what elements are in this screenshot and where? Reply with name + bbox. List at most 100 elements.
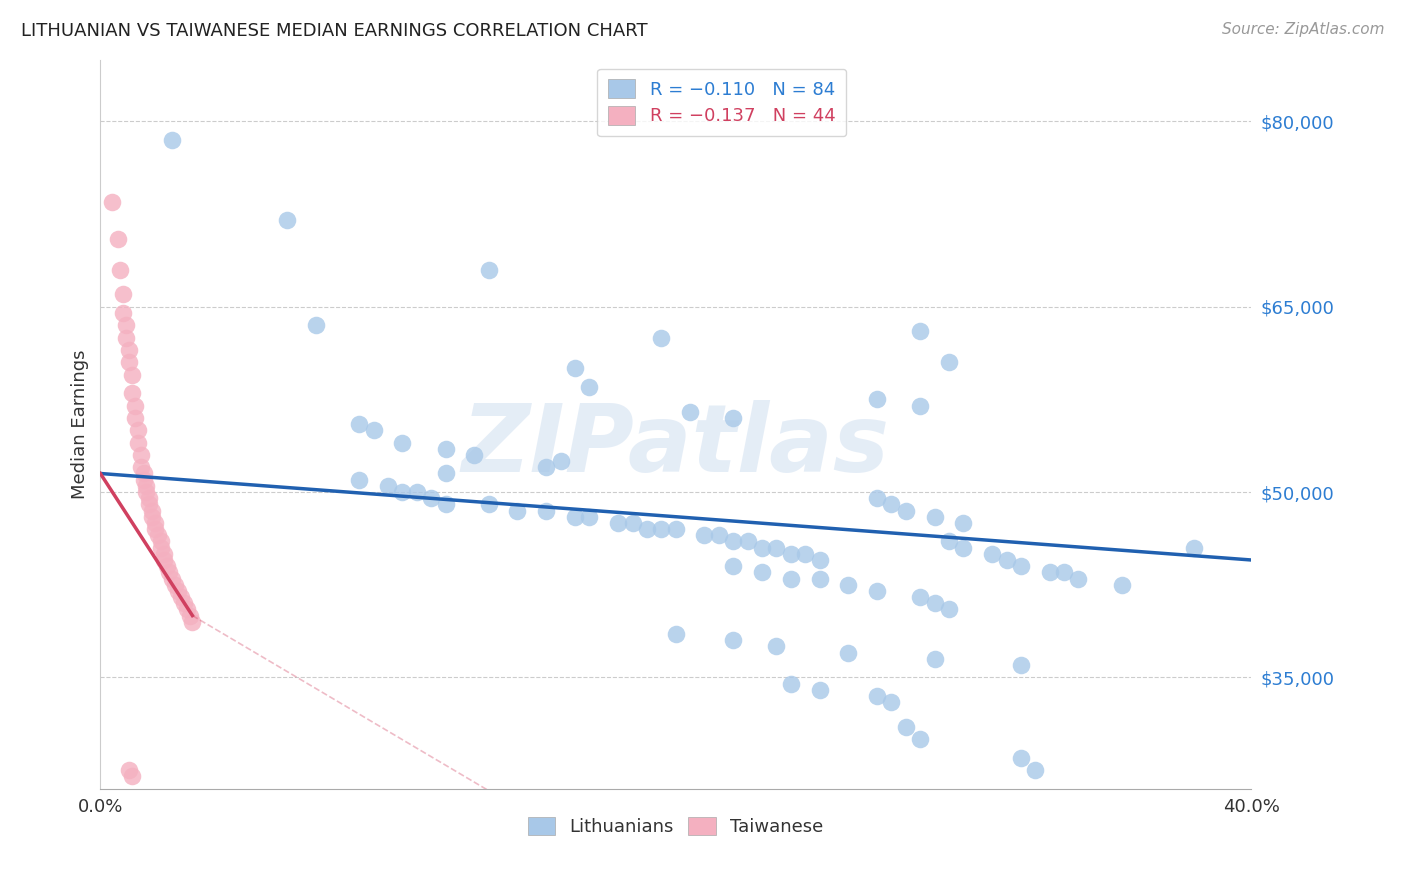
Point [650,522,672,536]
Point [924,596,946,610]
Point [152,547,174,561]
Point [152,553,174,567]
Point [665,522,688,536]
Y-axis label: Median Earnings: Median Earnings [72,350,89,499]
Point [391,485,413,500]
Point [179,608,201,623]
Point [866,583,889,598]
Point [132,467,155,481]
Point [118,343,141,357]
Point [434,497,457,511]
Point [1067,572,1090,586]
Text: Source: ZipAtlas.com: Source: ZipAtlas.com [1222,22,1385,37]
Legend: Lithuanians, Taiwanese: Lithuanians, Taiwanese [519,807,832,845]
Point [837,577,859,591]
Point [837,646,859,660]
Point [146,528,169,542]
Point [981,547,1004,561]
Point [880,695,903,709]
Point [924,509,946,524]
Text: ZIPatlas: ZIPatlas [461,400,890,491]
Point [721,410,744,425]
Point [276,213,298,227]
Point [751,541,773,555]
Point [391,435,413,450]
Point [138,497,160,511]
Point [101,194,124,209]
Point [938,534,960,549]
Point [1111,577,1133,591]
Point [132,473,155,487]
Point [162,572,184,586]
Point [536,503,558,517]
Point [621,516,644,530]
Point [143,516,166,530]
Point [434,442,457,456]
Point [377,479,399,493]
Point [305,318,328,333]
Point [141,509,163,524]
Point [894,503,917,517]
Point [506,503,529,517]
Point [794,547,817,561]
Point [141,503,163,517]
Point [1010,750,1032,764]
Point [995,553,1018,567]
Point [1039,566,1062,580]
Point [578,380,600,394]
Point [679,405,702,419]
Point [118,763,141,777]
Point [1053,566,1076,580]
Point [765,541,787,555]
Point [808,553,831,567]
Point [124,410,146,425]
Point [707,528,730,542]
Point [808,572,831,586]
Point [880,497,903,511]
Point [765,640,787,654]
Point [176,602,198,616]
Point [463,448,485,462]
Point [737,534,759,549]
Point [908,732,931,747]
Point [721,534,744,549]
Point [434,467,457,481]
Point [118,355,141,369]
Point [1010,559,1032,574]
Point [167,583,190,598]
Point [127,423,149,437]
Point [751,566,773,580]
Point [908,325,931,339]
Point [721,559,744,574]
Point [121,769,143,783]
Point [138,491,160,506]
Point [952,541,974,555]
Point [115,330,138,344]
Point [143,522,166,536]
Point [405,485,427,500]
Point [115,318,138,333]
Point [135,485,157,500]
Point [550,454,572,468]
Point [121,386,143,401]
Point [894,720,917,734]
Point [779,547,801,561]
Point [112,306,135,320]
Point [564,361,586,376]
Point [110,262,132,277]
Point [349,417,371,431]
Point [181,615,204,629]
Point [107,232,129,246]
Point [149,541,172,555]
Point [1010,657,1032,672]
Point [779,676,801,690]
Point [808,682,831,697]
Point [1182,541,1205,555]
Point [578,509,600,524]
Point [908,590,931,604]
Point [129,460,152,475]
Point [349,473,371,487]
Point [908,399,931,413]
Point [607,516,630,530]
Point [1024,763,1046,777]
